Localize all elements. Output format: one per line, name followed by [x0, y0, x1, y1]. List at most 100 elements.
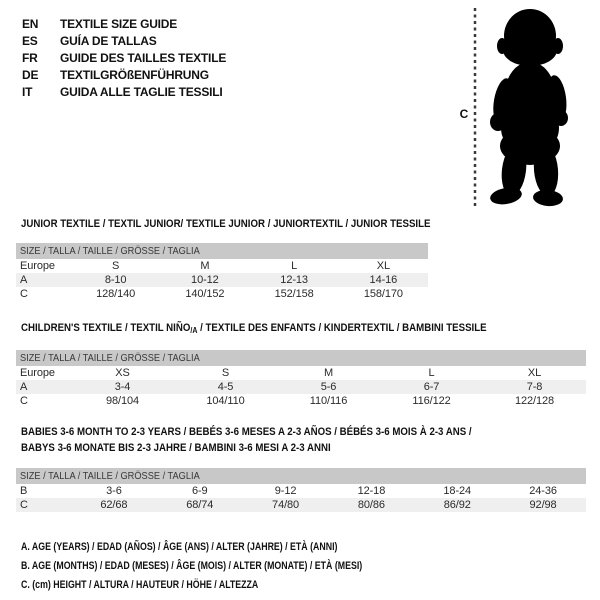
footnote-list: A. AGE (YEARS) / EDAD (AÑOS) / ÂGE (ANS)… — [21, 537, 448, 594]
junior-table-title-text: JUNIOR TEXTILE / TEXTIL JUNIOR/ TEXTILE … — [21, 218, 431, 230]
age-cell: 3-4 — [114, 381, 131, 393]
row-label: B — [20, 485, 28, 497]
title-part: / TEXTILE DES ENFANTS / KINDERTEXTIL / B… — [197, 322, 487, 334]
junior-size-table: SIZE / TALLA / TAILLE / GRÖSSE / TAGLIA … — [16, 243, 428, 301]
language-row-it: IT GUIDA ALLE TAGLIE TESSILI — [22, 84, 226, 101]
row-label: Europe — [20, 260, 55, 272]
months-cell: 18-24 — [443, 485, 472, 497]
baby-silhouette-icon — [473, 8, 568, 207]
height-cell: 128/140 — [96, 288, 136, 300]
row-label: C — [20, 395, 28, 407]
size-cell: XL — [376, 260, 390, 272]
height-cell: 158/170 — [363, 288, 403, 300]
footnote-a: A. AGE (YEARS) / EDAD (AÑOS) / ÂGE (ANS)… — [21, 537, 448, 556]
babies-table-title: BABIES 3-6 MONTH TO 2-3 YEARS / BEBÉS 3-… — [21, 425, 533, 456]
height-cell: 152/158 — [274, 288, 314, 300]
size-cell: S — [112, 260, 120, 272]
age-cell: 10-12 — [191, 274, 219, 286]
footnote-b: B. AGE (MONTHS) / EDAD (MESES) / ÂGE (MO… — [21, 556, 448, 575]
size-header-bar: SIZE / TALLA / TAILLE / GRÖSSE / TAGLIA — [16, 243, 428, 259]
table-row-europe: Europe XS S M L XL — [16, 366, 586, 380]
language-code: DE — [22, 68, 39, 83]
size-cell: XL — [527, 367, 542, 379]
size-cell: L — [291, 260, 298, 272]
footnote-c-text: C. (cm) HEIGHT / ALTURA / HAUTEUR / HÖHE… — [21, 578, 259, 591]
age-cell: 6-7 — [423, 381, 440, 393]
height-cell: 110/116 — [309, 395, 348, 407]
height-cell: 74/80 — [272, 499, 300, 511]
height-cell: 62/68 — [100, 499, 128, 511]
language-row-de: DE TEXTILGRÖßENFÜHRUNG — [22, 67, 226, 84]
height-cell: 104/110 — [206, 395, 245, 407]
height-cell: 116/122 — [412, 395, 451, 407]
language-label: GUÍA DE TALLAS — [60, 33, 157, 48]
table-row-height: C 62/68 68/74 74/80 80/86 86/92 92/98 — [16, 498, 586, 512]
height-cell: 140/152 — [185, 288, 225, 300]
language-label: GUIDA ALLE TAGLIE TESSILI — [60, 85, 223, 100]
age-cell: 14-16 — [369, 274, 398, 286]
height-cell: 86/92 — [443, 499, 471, 511]
table-row-europe: Europe S M L XL — [16, 259, 428, 273]
language-label: TEXTILE SIZE GUIDE — [60, 16, 178, 31]
age-cell: 12-13 — [280, 274, 308, 286]
title-subscript: /A — [190, 326, 198, 335]
height-cell: 98/104 — [105, 395, 140, 407]
table-row-age: A 8-10 10-12 12-13 14-16 — [16, 273, 428, 287]
months-cell: 24-36 — [529, 485, 557, 497]
size-cell: S — [221, 367, 230, 379]
footnote-c: C. (cm) HEIGHT / ALTURA / HAUTEUR / HÖHE… — [21, 575, 448, 594]
language-label: TEXTILGRÖßENFÜHRUNG — [60, 68, 209, 83]
months-cell: 9-12 — [274, 485, 297, 497]
children-table-title: CHILDREN'S TEXTILE / TEXTIL NIÑO/A / TEX… — [21, 321, 550, 339]
size-header-label: SIZE / TALLA / TAILLE / GRÖSSE / TAGLIA — [20, 352, 200, 364]
size-header-label: SIZE / TALLA / TAILLE / GRÖSSE / TAGLIA — [20, 470, 200, 482]
footnote-b-text: B. AGE (MONTHS) / EDAD (MESES) / ÂGE (MO… — [21, 559, 363, 572]
months-cell: 3-6 — [106, 485, 122, 497]
size-header-bar: SIZE / TALLA / TAILLE / GRÖSSE / TAGLIA — [16, 468, 586, 484]
table-row-height: C 128/140 140/152 152/158 158/170 — [16, 287, 428, 301]
size-cell: XS — [115, 367, 130, 379]
language-row-fr: FR GUIDE DES TAILLES TEXTILE — [22, 49, 226, 66]
babies-table-title-line1: BABIES 3-6 MONTH TO 2-3 YEARS / BEBÉS 3-… — [21, 426, 472, 438]
language-code: FR — [22, 50, 38, 65]
language-code: EN — [22, 16, 39, 31]
size-header-bar: SIZE / TALLA / TAILLE / GRÖSSE / TAGLIA — [16, 350, 586, 366]
height-cell: 92/98 — [529, 499, 557, 511]
row-label: C — [20, 499, 28, 511]
language-code: ES — [22, 33, 38, 48]
months-cell: 6-9 — [191, 485, 208, 497]
row-label: A — [20, 274, 28, 286]
months-cell: 12-18 — [357, 485, 386, 497]
height-measure-label: C — [459, 107, 469, 121]
language-list: EN TEXTILE SIZE GUIDE ES GUÍA DE TALLAS … — [22, 15, 226, 101]
age-cell: 7-8 — [526, 381, 543, 393]
height-cell: 80/86 — [357, 499, 385, 511]
language-label: GUIDE DES TAILLES TEXTILE — [60, 50, 227, 65]
title-part: CHILDREN'S TEXTILE / TEXTIL NIÑO — [21, 322, 191, 334]
height-cell: 68/74 — [186, 499, 214, 511]
footnote-a-text: A. AGE (YEARS) / EDAD (AÑOS) / ÂGE (ANS)… — [21, 540, 338, 553]
row-label: Europe — [20, 367, 55, 379]
age-cell: 5-6 — [320, 381, 337, 393]
age-cell: 4-5 — [217, 381, 234, 393]
language-row-en: EN TEXTILE SIZE GUIDE — [22, 15, 226, 32]
age-cell: 8-10 — [104, 274, 127, 286]
row-label: C — [20, 288, 28, 300]
babies-table-title-line2: BABYS 3-6 MONATE BIS 2-3 JAHRE / BAMBINI… — [21, 441, 331, 454]
row-label: A — [20, 381, 28, 393]
size-cell: M — [323, 367, 334, 379]
children-table-title-text: CHILDREN'S TEXTILE / TEXTIL NIÑO/A / TEX… — [21, 321, 487, 339]
height-cell: 122/128 — [514, 395, 555, 407]
table-row-months: B 3-6 6-9 9-12 12-18 18-24 24-36 — [16, 484, 586, 498]
babies-size-table: SIZE / TALLA / TAILLE / GRÖSSE / TAGLIA … — [16, 468, 586, 512]
language-code: IT — [22, 85, 33, 100]
table-row-height: C 98/104 104/110 110/116 116/122 122/128 — [16, 394, 586, 408]
junior-table-title: JUNIOR TEXTILE / TEXTIL JUNIOR/ TEXTILE … — [21, 217, 486, 233]
children-size-table: SIZE / TALLA / TAILLE / GRÖSSE / TAGLIA … — [16, 350, 586, 408]
size-cell: L — [428, 367, 435, 379]
language-row-es: ES GUÍA DE TALLAS — [22, 32, 226, 49]
size-cell: M — [200, 260, 210, 272]
table-row-age: A 3-4 4-5 5-6 6-7 7-8 — [16, 380, 586, 394]
size-header-label: SIZE / TALLA / TAILLE / GRÖSSE / TAGLIA — [20, 245, 200, 257]
